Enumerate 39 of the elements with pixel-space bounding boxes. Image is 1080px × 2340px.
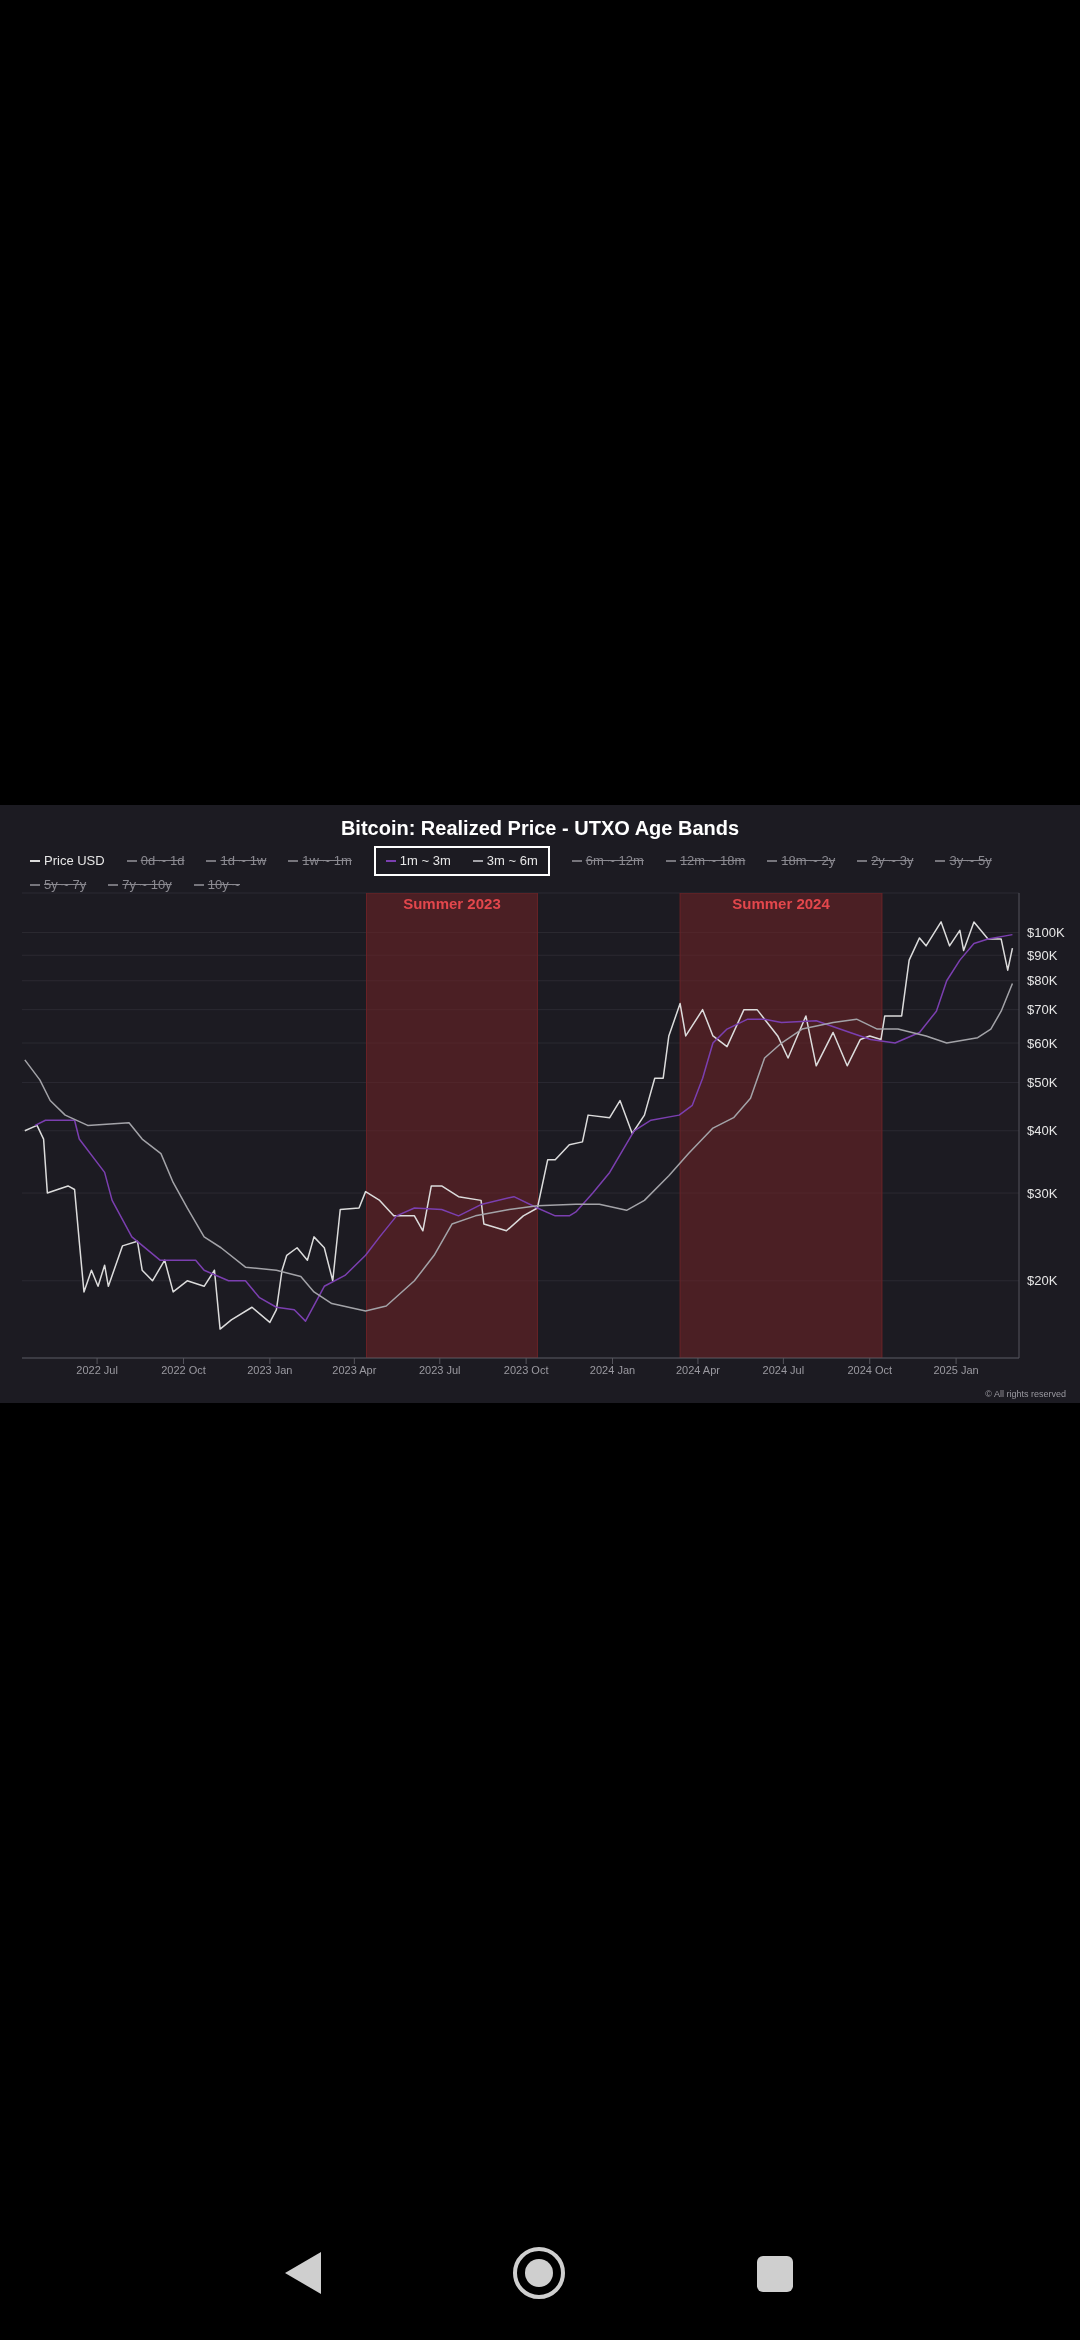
y-tick-label: $60K — [1027, 1035, 1058, 1051]
y-tick-label: $70K — [1027, 1002, 1058, 1018]
legend-label: 7y ~ 10y — [121, 876, 172, 894]
y-tick-label: $30K — [1027, 1185, 1058, 1201]
y-tick-label: $50K — [1027, 1075, 1058, 1091]
x-tick-label: 2022 Jul — [76, 1363, 118, 1376]
y-tick-label: $80K — [1027, 973, 1058, 989]
x-tick-label: 2023 Jan — [247, 1363, 293, 1376]
text: © All rights reserved — [985, 1389, 1066, 1399]
x-tick-label: 2023 Jul — [418, 1363, 461, 1376]
legend-label: 3y ~ 5y — [948, 852, 992, 870]
legend-label: 5y ~ 7y — [43, 876, 87, 894]
legend-label: Price USD — [43, 852, 105, 870]
band-label: Summer 2023 — [403, 894, 501, 912]
legend-label: 12m ~ 18m — [678, 852, 746, 870]
legend-label: 0d ~ 1d — [139, 852, 185, 870]
band-label: Summer 2024 — [732, 894, 831, 912]
x-tick-label: 2023 Apr — [332, 1363, 377, 1376]
legend-label: 10y ~ — [206, 876, 240, 894]
x-tick-label: 2024 Jan — [589, 1363, 636, 1376]
y-tick-label: $90K — [1027, 947, 1058, 963]
legend-label: 6m ~ 12m — [584, 852, 644, 870]
x-tick-label: 2024 Jul — [762, 1363, 805, 1376]
x-tick-label: 2022 Oct — [161, 1363, 206, 1376]
chart-title: Bitcoin: Realized Price - UTXO Age Bands — [339, 817, 741, 840]
y-tick-label: $20K — [1027, 1273, 1058, 1289]
x-tick-label: 2024 Apr — [675, 1363, 721, 1376]
y-tick-label: $100K — [1027, 925, 1065, 941]
y-tick-label: $40K — [1027, 1123, 1058, 1139]
x-tick-label: 2024 Oct — [847, 1363, 893, 1376]
legend-label: 1w ~ 1m — [301, 852, 352, 870]
legend-label: 1m ~ 3m — [398, 852, 451, 870]
legend-label: 1d ~ 1w — [219, 852, 267, 870]
legend-label: 2y ~ 3y — [870, 852, 914, 870]
legend-label: 3m ~ 6m — [485, 852, 538, 870]
x-tick-label: 2023 Oct — [503, 1363, 549, 1376]
x-tick-label: 2025 Jan — [933, 1363, 979, 1376]
legend-label: 18m ~ 2y — [780, 852, 836, 870]
line-series — [24, 982, 1014, 1312]
